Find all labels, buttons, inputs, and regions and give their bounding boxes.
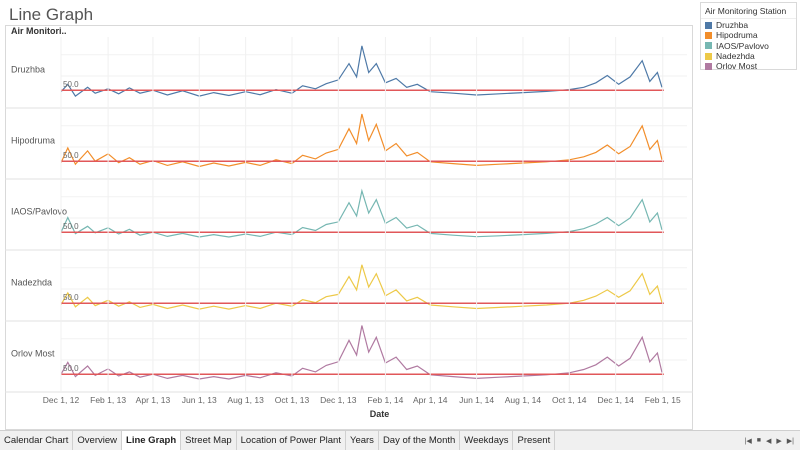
x-tick-label: Jun 1, 13 xyxy=(182,395,217,405)
x-axis-title: Date xyxy=(370,409,390,419)
legend-title: Air Monitoring Station xyxy=(701,3,796,19)
x-tick-label: Aug 1, 13 xyxy=(227,395,264,405)
series-line xyxy=(60,113,663,168)
legend-swatch xyxy=(705,42,712,50)
row-label: Orlov Most xyxy=(11,349,55,359)
legend-label: Nadezhda xyxy=(716,51,755,62)
sheet-tab[interactable]: Years xyxy=(346,431,379,450)
legend-swatch xyxy=(705,31,712,39)
sheet-tab[interactable]: Line Graph xyxy=(122,431,182,450)
sheet-tab[interactable]: Location of Power Plant xyxy=(237,431,346,450)
reference-line-label: 50.0 xyxy=(63,222,79,231)
row-label: Nadezhda xyxy=(11,278,52,288)
tab-navigation-controls: |◀ ■ ◀ ▶ ▶| xyxy=(745,431,800,450)
legend-label: Druzhba xyxy=(716,20,749,31)
x-tick-label: Apr 1, 13 xyxy=(136,395,171,405)
prev-sheet-button[interactable]: ◀ xyxy=(766,437,772,445)
series-line xyxy=(60,45,663,97)
sheet-tab[interactable]: Overview xyxy=(73,431,123,450)
reference-line-label: 50.0 xyxy=(63,293,79,302)
x-tick-label: Dec 1, 12 xyxy=(43,395,80,405)
legend-label: IAOS/Pavlovo xyxy=(716,40,769,51)
legend-swatch xyxy=(705,52,712,60)
x-tick-label: Dec 1, 14 xyxy=(597,395,634,405)
first-sheet-button[interactable]: |◀ xyxy=(744,437,752,445)
reference-line-label: 50.0 xyxy=(63,364,79,373)
next-sheet-button[interactable]: ▶ xyxy=(776,437,782,445)
row-label: Hipodruma xyxy=(11,136,55,146)
dashboard: Line Graph Air Monitori.. Druzhba 50.0 Hipo… xyxy=(0,0,797,430)
legend-swatch xyxy=(705,62,712,70)
chart-frame xyxy=(5,25,693,430)
show-sheets-button[interactable]: ■ xyxy=(756,437,762,444)
x-tick-label: Feb 1, 14 xyxy=(367,395,403,405)
legend-items: Druzhba Hipodruma IAOS/Pavlovo Nadezhda Orlo… xyxy=(701,20,796,71)
x-tick-label: Oct 1, 13 xyxy=(275,395,310,405)
series-line xyxy=(60,325,663,380)
x-tick-label: Feb 1, 13 xyxy=(90,395,126,405)
x-tick-label: Aug 1, 14 xyxy=(505,395,542,405)
sheet-tab[interactable]: Present xyxy=(513,431,556,450)
sheet-tab[interactable]: Day of the Month xyxy=(379,431,461,450)
sheet-tab[interactable]: Calendar Chart xyxy=(0,431,74,450)
row-label: Druzhba xyxy=(11,65,45,75)
tabs: Calendar Chart Overview Line Graph Street M… xyxy=(0,431,556,450)
series-line xyxy=(60,188,663,238)
sheet-title: Line Graph xyxy=(9,5,94,24)
x-tick-label: Jun 1, 14 xyxy=(459,395,494,405)
sheet-tab[interactable]: Weekdays xyxy=(460,431,514,450)
legend-label: Orlov Most xyxy=(716,61,758,72)
x-tick-label: Dec 1, 13 xyxy=(320,395,357,405)
reference-line-label: 50.0 xyxy=(63,151,79,160)
legend-item[interactable]: Orlov Most xyxy=(701,61,796,71)
legend-item[interactable]: IAOS/Pavlovo xyxy=(701,41,796,51)
x-tick-label: Apr 1, 14 xyxy=(413,395,448,405)
sheet-tab-bar: Calendar Chart Overview Line Graph Street M… xyxy=(0,430,800,450)
x-tick-label: Feb 1, 15 xyxy=(645,395,681,405)
legend-item[interactable]: Hipodruma xyxy=(701,30,796,40)
x-tick-label: Oct 1, 14 xyxy=(552,395,587,405)
legend[interactable]: Air Monitoring Station Druzhba Hipodruma I… xyxy=(700,2,797,71)
small-multiples-line-chart[interactable]: Air Monitori.. Druzhba 50.0 Hipodruma 50.0 IA… xyxy=(0,0,695,430)
reference-line-label: 50.0 xyxy=(63,80,79,89)
legend-item[interactable]: Druzhba xyxy=(701,20,796,30)
legend-swatch xyxy=(705,21,712,29)
series-line xyxy=(60,264,663,310)
legend-item[interactable]: Nadezhda xyxy=(701,51,796,61)
row-header: Air Monitori.. xyxy=(11,26,67,36)
legend-label: Hipodruma xyxy=(716,30,758,41)
row-label: IAOS/Pavlovo xyxy=(11,207,67,217)
last-sheet-button[interactable]: ▶| xyxy=(786,437,794,445)
sheet-tab[interactable]: Street Map xyxy=(181,431,237,450)
